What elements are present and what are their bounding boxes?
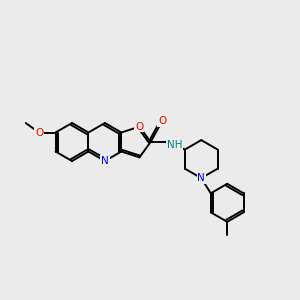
Text: O: O [158, 116, 166, 126]
Text: NH: NH [167, 140, 182, 150]
Text: N: N [101, 156, 109, 166]
Text: N: N [197, 173, 205, 183]
Text: O: O [35, 128, 43, 137]
Text: O: O [135, 122, 144, 132]
